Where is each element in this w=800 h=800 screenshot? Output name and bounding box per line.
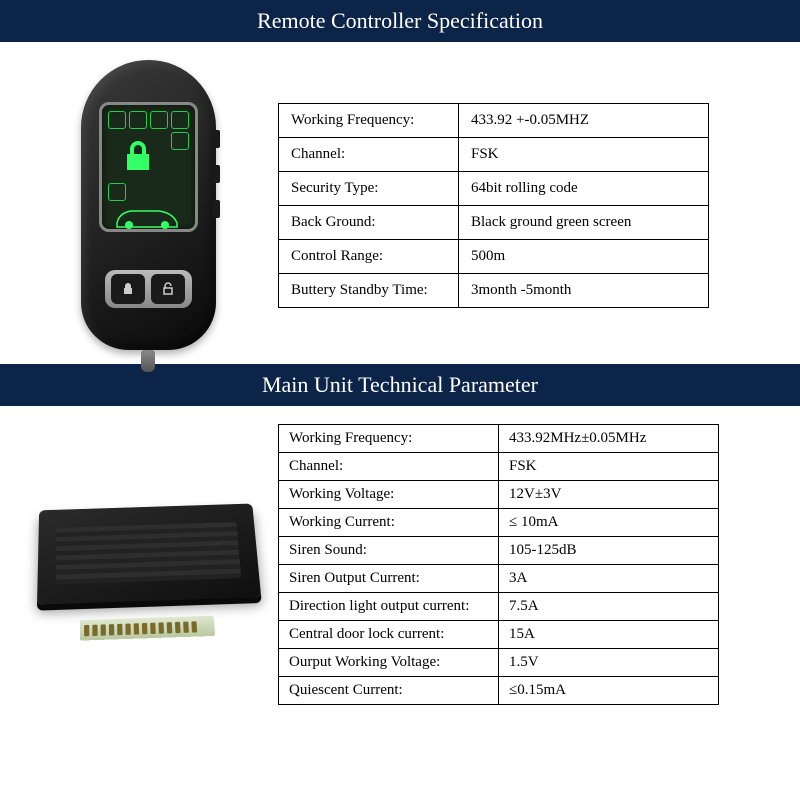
connector-port [80,616,215,641]
table-row: Central door lock current:15A [279,621,719,649]
table-row: Working Voltage:12V±3V [279,481,719,509]
side-button-icon [212,165,220,183]
table-row: Working Frequency:433.92 +-0.05MHZ [279,103,709,137]
remote-fob-illustration [81,60,216,350]
screen-icon [171,111,189,129]
unit-body [37,504,261,605]
main-unit-illustration [36,504,263,630]
spec-value: 3A [499,565,719,593]
remote-image [18,60,278,350]
pin-icon [101,624,106,635]
screen-icon [150,111,168,129]
spec-value: 1.5V [499,649,719,677]
pin-icon [125,623,130,634]
pin-icon [191,621,197,632]
table-row: Direction light output current:7.5A [279,593,719,621]
spec-label: Direction light output current: [279,593,499,621]
screen-car-icon [108,204,189,232]
spec-label: Control Range: [279,239,459,273]
table-row: Siren Sound:105-125dB [279,537,719,565]
spec-value: ≤ 10mA [499,509,719,537]
main-unit-image [18,502,278,627]
table-row: Back Ground:Black ground green screen [279,205,709,239]
remote-spec-table: Working Frequency:433.92 +-0.05MHZ Chann… [278,103,709,308]
spec-label: Siren Sound: [279,537,499,565]
pin-icon [167,622,173,633]
spec-label: Working Frequency: [279,425,499,453]
spec-label: Buttery Standby Time: [279,273,459,307]
side-button-icon [212,200,220,218]
pin-icon [175,621,181,632]
screen-icon [171,132,189,150]
table-row: Siren Output Current:3A [279,565,719,593]
table-row: Ourput Working Voltage:1.5V [279,649,719,677]
spec-label: Quiescent Current: [279,677,499,705]
pin-icon [84,624,89,635]
pin-icon [142,622,148,633]
table-row: Buttery Standby Time:3month -5month [279,273,709,307]
spec-label: Ourput Working Voltage: [279,649,499,677]
screen-icon [108,183,126,201]
spec-value: 64bit rolling code [459,171,709,205]
remote-button-panel [105,270,192,308]
spec-value: 12V±3V [499,481,719,509]
remote-section: Working Frequency:433.92 +-0.05MHZ Chann… [0,42,800,364]
spec-value: 105-125dB [499,537,719,565]
pin-icon [183,621,189,632]
spec-value: FSK [459,137,709,171]
table-row: Security Type:64bit rolling code [279,171,709,205]
unit-vent-lines [56,522,242,584]
lock-button [111,274,145,304]
table-row: Quiescent Current:≤0.15mA [279,677,719,705]
spec-label: Back Ground: [279,205,459,239]
spec-value: 7.5A [499,593,719,621]
table-row: Working Frequency:433.92MHz±0.05MHz [279,425,719,453]
spec-value: Black ground green screen [459,205,709,239]
spec-label: Central door lock current: [279,621,499,649]
table-row: Control Range:500m [279,239,709,273]
spec-label: Channel: [279,453,499,481]
spec-value: 500m [459,239,709,273]
pin-icon [92,624,97,635]
spec-value: 15A [499,621,719,649]
remote-lcd-screen [99,102,198,232]
table-row: Channel:FSK [279,137,709,171]
pin-icon [117,623,122,634]
pin-icon [134,623,140,634]
main-unit-spec-table: Working Frequency:433.92MHz±0.05MHz Chan… [278,424,719,705]
screen-signal-icon [108,111,126,129]
unlock-button [151,274,185,304]
spec-value: ≤0.15mA [499,677,719,705]
spec-label: Working Current: [279,509,499,537]
pin-icon [109,624,114,635]
antenna-icon [141,350,155,372]
pin-icon [150,622,156,633]
spec-label: Working Voltage: [279,481,499,509]
spec-label: Channel: [279,137,459,171]
table-row: Channel:FSK [279,453,719,481]
table-row: Working Current:≤ 10mA [279,509,719,537]
spec-value: 3month -5month [459,273,709,307]
section2-header: Main Unit Technical Parameter [0,364,800,406]
spec-label: Working Frequency: [279,103,459,137]
pin-icon [158,622,164,633]
spec-value: FSK [499,453,719,481]
screen-lock-icon [116,134,160,178]
spec-label: Siren Output Current: [279,565,499,593]
side-button-icon [212,130,220,148]
screen-icon [129,111,147,129]
section1-header: Remote Controller Specification [0,0,800,42]
spec-label: Security Type: [279,171,459,205]
spec-value: 433.92 +-0.05MHZ [459,103,709,137]
spec-value: 433.92MHz±0.05MHz [499,425,719,453]
main-unit-section: Working Frequency:433.92MHz±0.05MHz Chan… [0,406,800,719]
